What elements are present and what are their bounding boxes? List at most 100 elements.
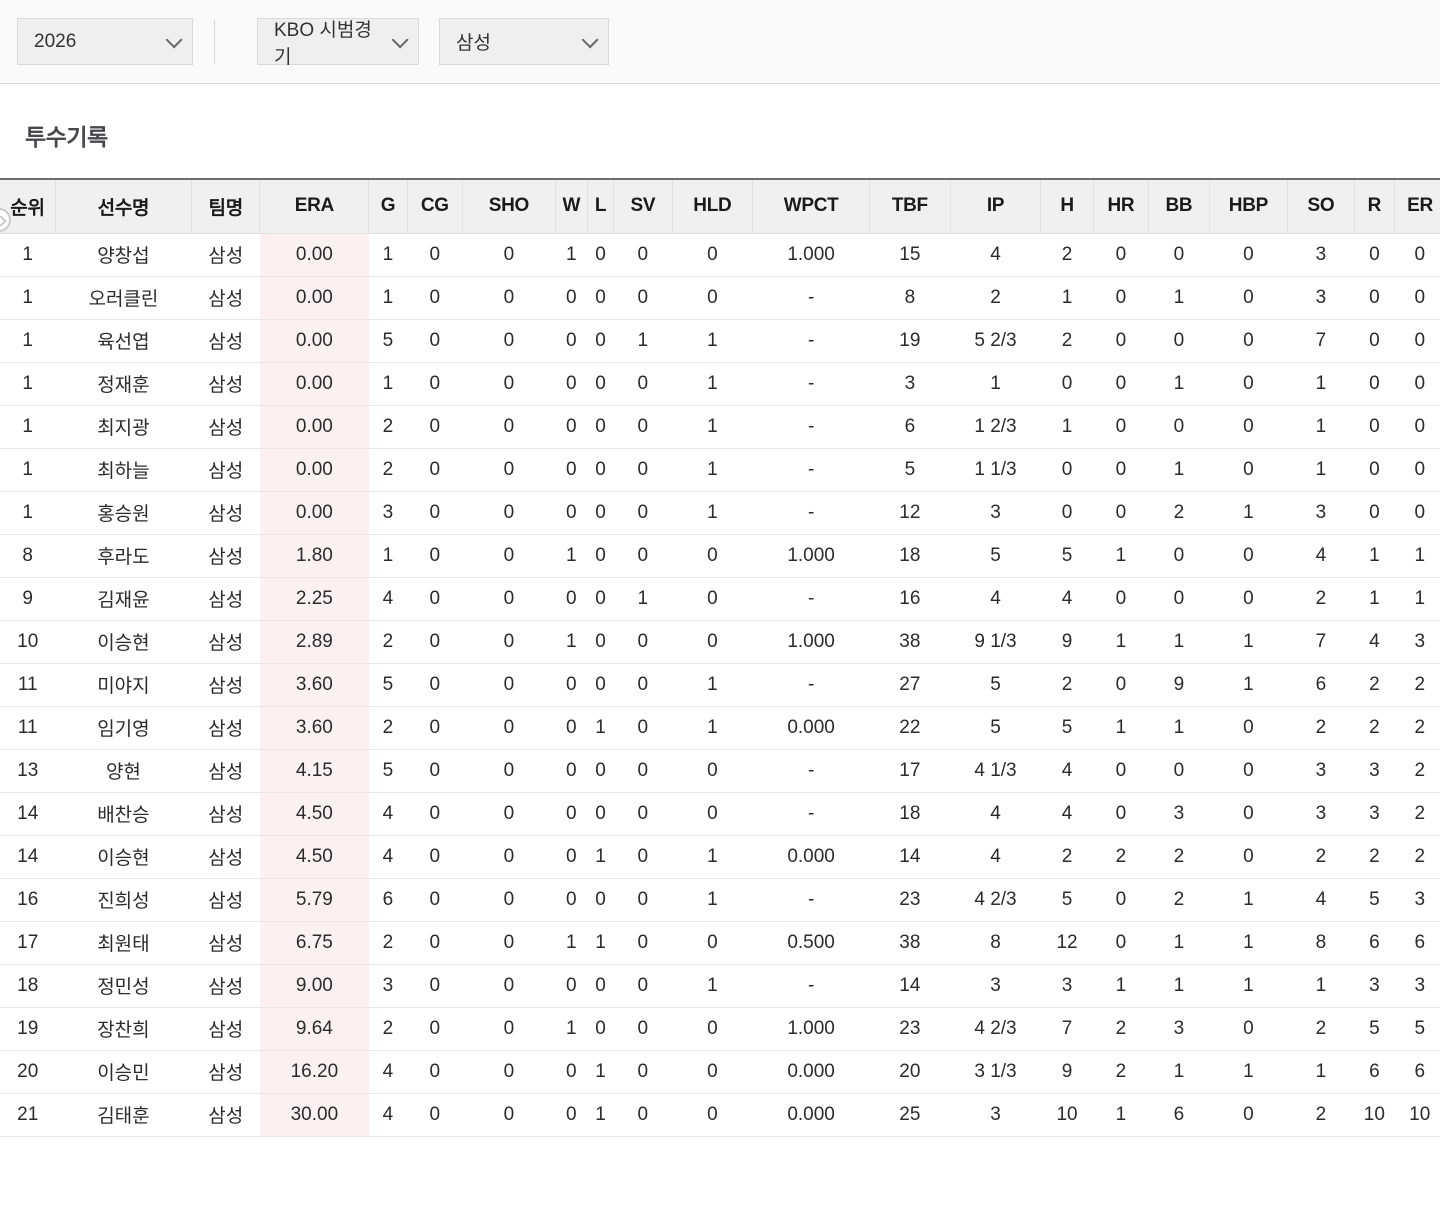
cell-ip: 5 xyxy=(950,706,1041,750)
cell-team: 삼성 xyxy=(191,276,260,320)
cell-sho: 0 xyxy=(462,491,556,535)
cell-team: 삼성 xyxy=(191,1093,260,1137)
cell-era: 0.00 xyxy=(259,362,369,406)
cell-era: 0.00 xyxy=(259,448,369,492)
cell-g: 2 xyxy=(368,448,408,492)
league-dropdown[interactable]: KBO 시범경기 xyxy=(257,18,419,68)
cell-player: 장찬희 xyxy=(55,1007,192,1051)
cell-sho: 0 xyxy=(462,362,556,406)
cell-tbf: 14 xyxy=(869,964,951,1008)
cell-l: 1 xyxy=(587,835,614,879)
cell-wpct: - xyxy=(752,749,870,793)
table-row: 19 장찬희 삼성 9.64 2 0 0 1 0 0 0 1.000 23 4 2/3 7 2 3 0 2 5 5 xyxy=(0,1007,1440,1051)
cell-so: 1 xyxy=(1287,448,1355,492)
cell-hld: 1 xyxy=(672,706,753,750)
cell-r: 0 xyxy=(1354,448,1395,492)
cell-cg: 0 xyxy=(407,534,463,578)
cell-w: 1 xyxy=(555,1007,588,1051)
cell-hld: 1 xyxy=(672,448,753,492)
table-row: 13 양현 삼성 4.15 5 0 0 0 0 0 0-17 4 1/3 4 0 0 0 3 3 2 xyxy=(0,749,1440,793)
cell-hr: 0 xyxy=(1093,749,1149,793)
column-header-r: R xyxy=(1353,179,1395,234)
cell-rank: 11 xyxy=(0,663,56,707)
cell-player: 후라도 xyxy=(55,534,192,578)
cell-g: 5 xyxy=(368,749,408,793)
cell-rank: 18 xyxy=(0,964,56,1008)
cell-h: 0 xyxy=(1040,491,1094,535)
cell-h: 4 xyxy=(1040,749,1094,793)
cell-era: 0.00 xyxy=(259,405,369,449)
cell-h: 10 xyxy=(1040,1093,1094,1137)
cell-l: 0 xyxy=(587,491,614,535)
cell-hbp: 1 xyxy=(1209,491,1288,535)
column-header-wpct: WPCT xyxy=(752,179,870,234)
column-header-h: H xyxy=(1040,179,1094,234)
cell-h: 2 xyxy=(1040,233,1094,277)
cell-rank: 1 xyxy=(0,362,56,406)
cell-team: 삼성 xyxy=(191,405,260,449)
cell-team: 삼성 xyxy=(191,921,260,965)
cell-l: 1 xyxy=(587,1093,614,1137)
cell-era: 0.00 xyxy=(259,491,369,535)
cell-hbp: 0 xyxy=(1209,577,1288,621)
cell-hld: 1 xyxy=(672,835,753,879)
cell-er: 2 xyxy=(1394,663,1440,707)
cell-r: 1 xyxy=(1354,534,1395,578)
cell-g: 2 xyxy=(368,706,408,750)
cell-player: 이승현 xyxy=(55,835,192,879)
cell-sho: 0 xyxy=(462,448,556,492)
cell-team: 삼성 xyxy=(191,1007,260,1051)
cell-sv: 0 xyxy=(613,448,673,492)
cell-tbf: 23 xyxy=(869,1007,951,1051)
chevron-down-icon xyxy=(581,30,599,48)
cell-cg: 0 xyxy=(407,792,463,836)
cell-sv: 0 xyxy=(613,878,673,922)
cell-w: 0 xyxy=(555,1093,588,1137)
cell-sv: 0 xyxy=(613,921,673,965)
cell-g: 4 xyxy=(368,835,408,879)
cell-sv: 0 xyxy=(613,835,673,879)
cell-g: 2 xyxy=(368,921,408,965)
cell-so: 3 xyxy=(1287,276,1355,320)
table-row: 1 정재훈 삼성 0.00 1 0 0 0 0 0 1-3 1 0 0 1 0 1 0 0 xyxy=(0,362,1440,406)
table-row: 1 최지광 삼성 0.00 2 0 0 0 0 0 1-6 1 2/3 1 0 0 0 1 0 0 xyxy=(0,405,1440,449)
cell-ip: 3 xyxy=(950,964,1041,1008)
cell-hbp: 0 xyxy=(1209,749,1288,793)
cell-hbp: 0 xyxy=(1209,792,1288,836)
cell-wpct: - xyxy=(752,577,870,621)
cell-sv: 0 xyxy=(613,620,673,664)
pitcher-stats-table: 순위 선수명 팀명 ERA G CG SHO W L SV HLD WPCT TBF IP H HR BB HBP… xyxy=(0,178,1440,1137)
cell-g: 1 xyxy=(368,233,408,277)
cell-sho: 0 xyxy=(462,792,556,836)
cell-rank: 9 xyxy=(0,577,56,621)
cell-ip: 1 xyxy=(950,362,1041,406)
cell-hbp: 0 xyxy=(1209,405,1288,449)
column-header-cg: CG xyxy=(406,179,463,234)
table-row: 14 이승현 삼성 4.50 4 0 0 0 1 0 1 0.000 14 4 2 2 2 0 2 2 2 xyxy=(0,835,1440,879)
cell-g: 4 xyxy=(368,1050,408,1094)
cell-era: 4.50 xyxy=(259,835,369,879)
cell-h: 9 xyxy=(1040,620,1094,664)
cell-era: 6.75 xyxy=(259,921,369,965)
cell-rank: 16 xyxy=(0,878,56,922)
season-dropdown[interactable]: 2026 xyxy=(17,18,193,65)
cell-l: 0 xyxy=(587,319,614,363)
cell-so: 8 xyxy=(1287,921,1355,965)
cell-l: 0 xyxy=(587,577,614,621)
cell-h: 1 xyxy=(1040,405,1094,449)
cell-l: 0 xyxy=(587,362,614,406)
table-row: 21 김태훈 삼성 30.00 4 0 0 0 1 0 0 0.000 25 3 10 1 6 0 2 10 10 xyxy=(0,1093,1440,1137)
cell-g: 2 xyxy=(368,405,408,449)
cell-hld: 1 xyxy=(672,491,753,535)
cell-team: 삼성 xyxy=(191,362,260,406)
cell-w: 0 xyxy=(555,878,588,922)
filter-bar: 2026 KBO 시범경기 삼성 xyxy=(0,0,1440,84)
cell-r: 0 xyxy=(1354,233,1395,277)
cell-r: 3 xyxy=(1354,749,1395,793)
team-dropdown[interactable]: 삼성 xyxy=(439,18,609,65)
cell-er: 2 xyxy=(1394,835,1440,879)
cell-wpct: - xyxy=(752,405,870,449)
cell-h: 12 xyxy=(1040,921,1094,965)
cell-ip: 4 2/3 xyxy=(950,1007,1041,1051)
cell-era: 0.00 xyxy=(259,319,369,363)
